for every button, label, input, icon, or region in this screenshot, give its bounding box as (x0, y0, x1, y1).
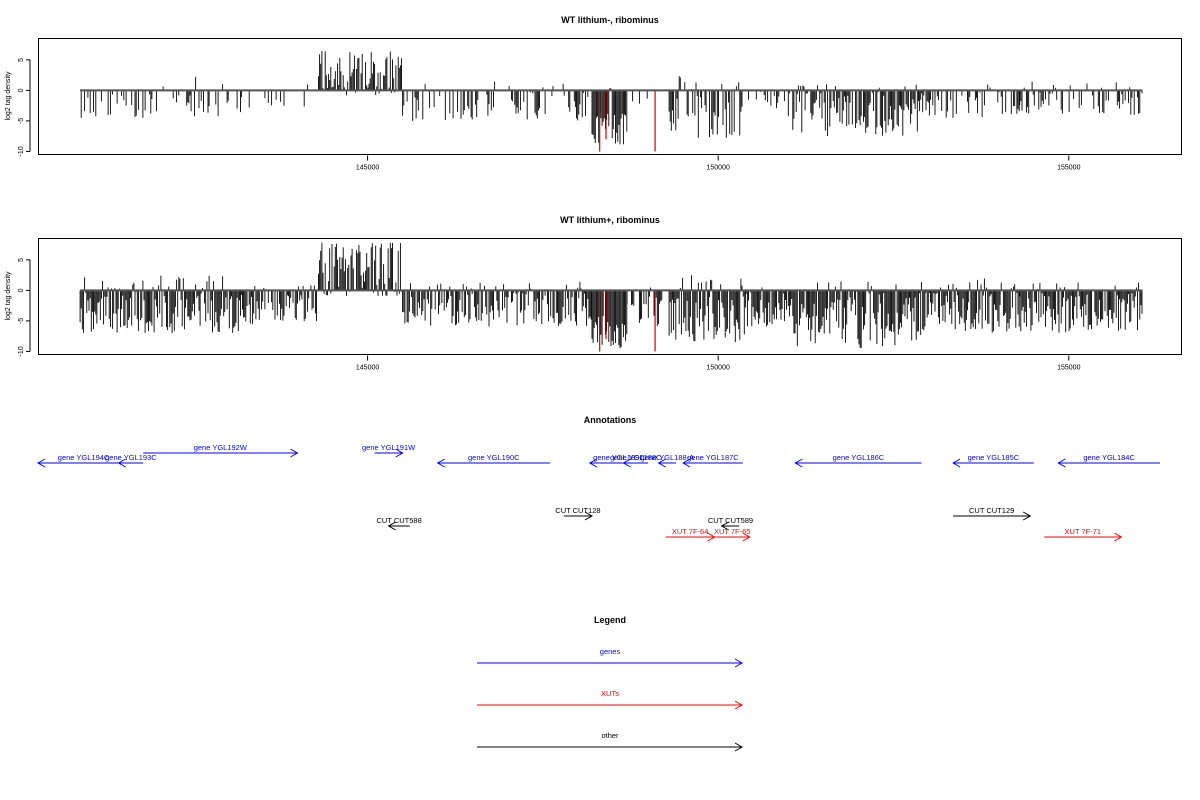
feature-arrowhead (290, 448, 299, 458)
panel-1-x-axis: 145000 150000 155000 (356, 155, 1081, 172)
x-tick-label: 155000 (1057, 365, 1080, 372)
legend-items: genes XUTs other (477, 647, 744, 752)
feature-arrowhead (436, 458, 445, 468)
x-tick-label: 150000 (707, 365, 730, 372)
y-tick-label: -5 (18, 318, 25, 324)
panel-2-y-label: log2 tag density (5, 271, 12, 321)
x-tick-label: 155000 (1057, 165, 1080, 172)
feature-label: XUT 7F-65 (714, 527, 751, 536)
feature-arrowhead (682, 458, 691, 468)
feature-arrowhead (622, 458, 631, 468)
feature-label: gene YGL188C (610, 453, 662, 462)
panel-2-frame (38, 238, 1182, 355)
annotations-title: Annotations (584, 415, 637, 425)
legend-arrowhead (734, 658, 744, 668)
panel-1-bars (80, 51, 1143, 152)
y-tick-label: -5 (18, 118, 25, 124)
y-tick-label: 5 (18, 258, 25, 262)
panel-1-y-axis: -10 -5 0 5 (18, 58, 31, 157)
x-tick-label: 145000 (356, 365, 379, 372)
feature-label: gene YGL193C (105, 453, 157, 462)
feature-label: gene YGL191W (362, 443, 416, 452)
panel-1-y-label: log2 tag density (5, 71, 12, 121)
feature-label: gene YGL184C (1083, 453, 1135, 462)
feature-arrowhead (395, 448, 404, 458)
legend-arrowhead (734, 742, 744, 752)
feature-arrowhead (1022, 511, 1032, 521)
feature-label: gene YGL190C (468, 453, 520, 462)
feature-arrowhead (794, 458, 803, 468)
feature-label: CUT CUT589 (708, 516, 753, 525)
x-tick-label: 150000 (707, 165, 730, 172)
feature-arrowhead (952, 458, 961, 468)
feature-label: XUT 7F-71 (1065, 527, 1102, 536)
y-tick-label: -10 (18, 346, 25, 356)
panel-2-bars (79, 242, 1143, 352)
y-tick-label: 5 (18, 58, 25, 62)
feature-arrowhead (588, 458, 598, 468)
y-tick-label: 0 (18, 288, 25, 292)
feature-label: XUT 7F-64 (672, 527, 709, 536)
feature-arrowhead (1114, 532, 1123, 542)
feature-label: CUT CUT129 (969, 506, 1014, 515)
y-tick-label: 0 (18, 88, 25, 92)
feature-label: gene YGL192W (194, 443, 248, 452)
track-panel-1: WT lithium-, ribominus log2 tag density … (5, 15, 1182, 172)
x-tick-label: 145000 (356, 165, 379, 172)
feature-arrowhead (742, 532, 751, 542)
legend-label: genes (600, 647, 621, 656)
feature-label: gene YGL186C (833, 453, 885, 462)
legend: Legend genes XUTs other (477, 615, 744, 752)
y-tick-label: -10 (18, 146, 25, 156)
panel-2-title: WT lithium+, ribominus (560, 215, 660, 225)
feature-arrowhead (1057, 458, 1066, 468)
feature-label: gene YGL189C (593, 453, 645, 462)
feature-label: gene YGL187C (687, 453, 739, 462)
feature-arrowhead (584, 511, 593, 521)
panel-2-y-axis: -10 -5 0 5 (18, 258, 31, 357)
legend-title: Legend (594, 615, 626, 625)
panel-1-frame (38, 38, 1182, 155)
feature-label: CUT CUT128 (555, 506, 600, 515)
feature-label: gene YGL194C (58, 453, 110, 462)
legend-arrowhead (734, 700, 744, 710)
feature-arrowhead (657, 458, 666, 468)
panel-1-title: WT lithium-, ribominus (561, 15, 659, 25)
panel-2-x-axis: 145000 150000 155000 (356, 355, 1081, 372)
track-panel-2: WT lithium+, ribominus log2 tag density … (5, 215, 1182, 372)
legend-label: other (601, 731, 619, 740)
legend-label: XUTs (601, 689, 619, 698)
feature-arrowhead (720, 521, 729, 531)
feature-label: CUT CUT588 (376, 516, 421, 525)
feature-arrowhead (117, 458, 126, 468)
feature-arrowhead (36, 458, 46, 468)
feature-label: gene YGL185C (968, 453, 1020, 462)
feature-label: gene YGL188-A (641, 453, 695, 462)
feature-arrowhead (387, 521, 396, 531)
